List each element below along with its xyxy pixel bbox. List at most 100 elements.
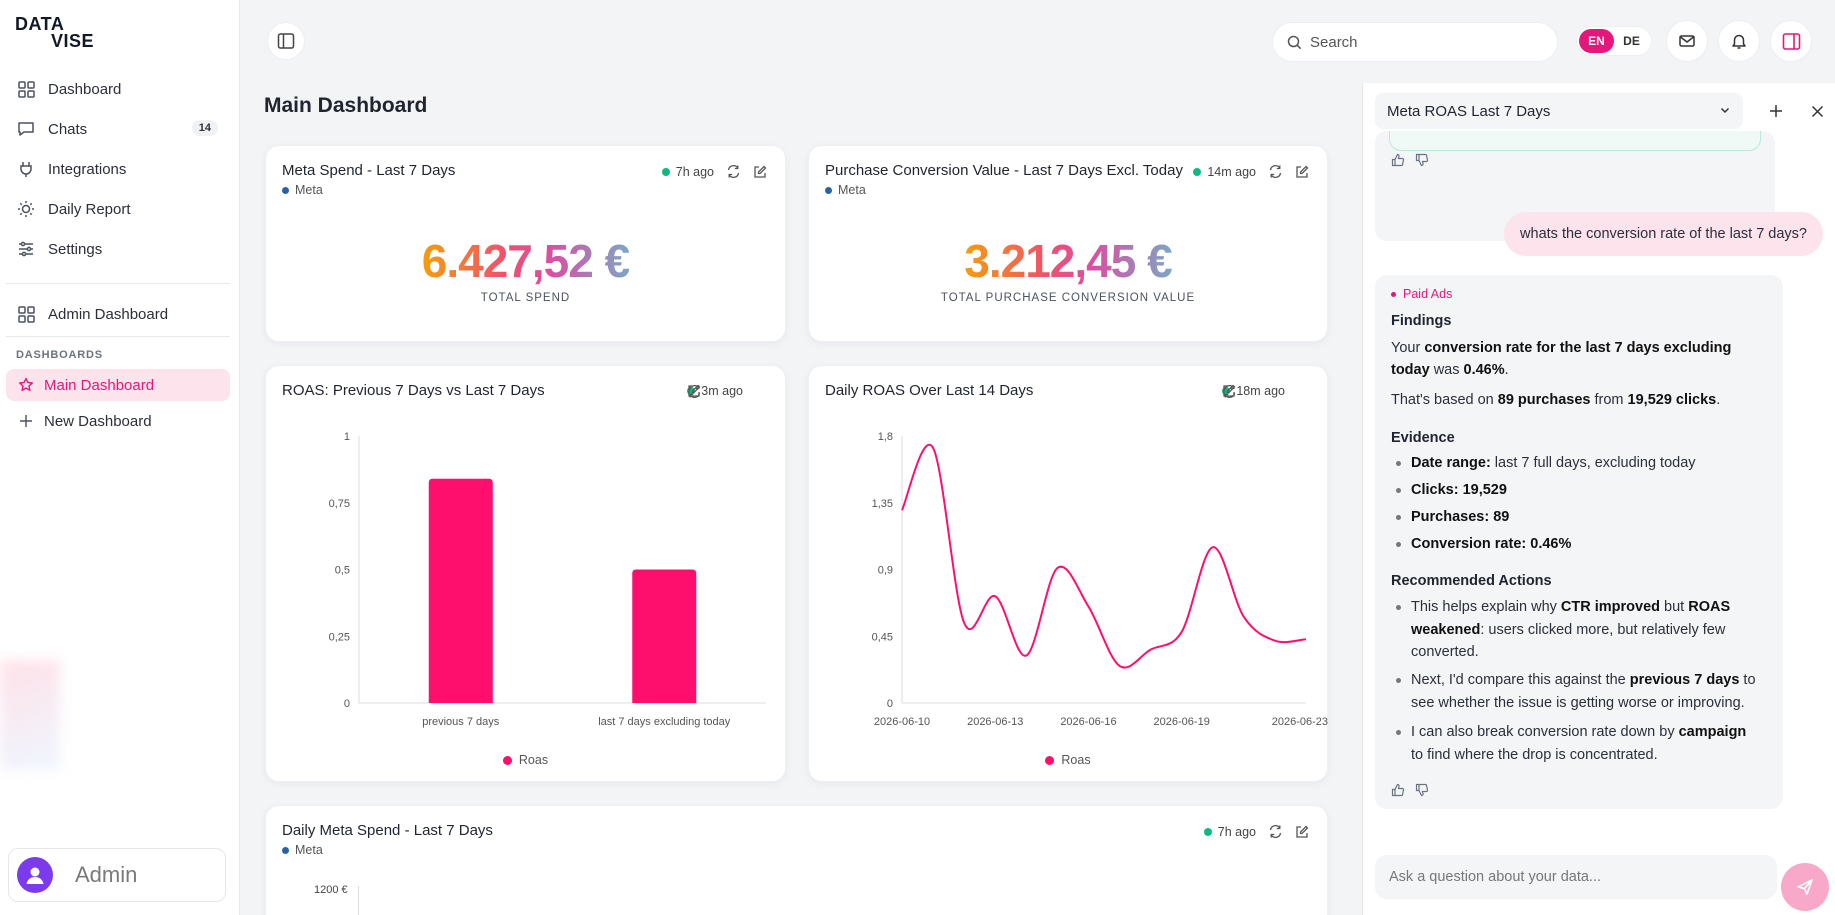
sidebar-item-label: Dashboard (48, 80, 122, 98)
y-tick-label: 0,45 (872, 631, 893, 643)
y-tick-label: 1200 € (314, 884, 348, 896)
sidebar-item-daily-report[interactable]: Daily Report (6, 193, 230, 225)
y-tick-label: 0,25 (329, 631, 350, 643)
y-tick-label: 0,9 (878, 565, 893, 577)
edit-icon[interactable] (753, 165, 767, 179)
refresh-icon[interactable] (1268, 824, 1283, 839)
chart-card-daily-roas: 0 0,45 0,9 1,35 1,8 2026-06-10 2026-06-13 2026-… (808, 365, 1328, 782)
x-tick-label: 2026-06-19 (1154, 716, 1210, 728)
brand-line-1: DATA (15, 14, 65, 34)
card-meta: 3m ago (687, 384, 767, 398)
sidebar-item-label: New Dashboard (44, 412, 152, 430)
card-source: Meta (825, 183, 866, 197)
mail-icon (1679, 35, 1695, 47)
search-box[interactable] (1272, 22, 1558, 62)
live-status-dot (1222, 387, 1231, 395)
x-tick-label: 2026-06-16 (1060, 716, 1116, 728)
send-button[interactable] (1781, 863, 1829, 911)
user-menu[interactable]: Admin (8, 848, 226, 902)
chat-input-box[interactable] (1375, 855, 1777, 899)
close-panel-button[interactable] (1807, 101, 1827, 121)
brand-logo[interactable]: DATA VISE (15, 14, 95, 51)
messages-button[interactable] (1666, 20, 1708, 62)
sidebar: DATA VISE Dashboard Chats 14 Integration… (0, 0, 240, 915)
sidebar-item-settings[interactable]: Settings (6, 233, 230, 265)
updated-time: 3m ago (701, 384, 743, 398)
sidebar-icon (277, 33, 295, 49)
message-feedback (1391, 153, 1429, 167)
lang-en-option[interactable]: EN (1579, 29, 1614, 53)
previous-message-callout (1389, 131, 1761, 151)
card-source: Meta (282, 843, 323, 857)
chat-input[interactable] (1389, 869, 1759, 885)
updated-time: 14m ago (1207, 164, 1256, 179)
sidebar-item-admin-dashboard[interactable]: Admin Dashboard (6, 298, 230, 330)
meta-source-dot (282, 186, 289, 194)
user-name: Admin (75, 862, 138, 887)
evidence-heading: Evidence (1391, 430, 1455, 446)
y-tick-label: 0 (344, 698, 350, 710)
roas-bar-chart: 0 0,25 0,5 0,75 1 previous 7 days last 7 days … (329, 431, 766, 728)
chat-panel-toggle-button[interactable] (1770, 20, 1812, 62)
search-input[interactable] (1310, 33, 1530, 51)
bar-2 (632, 569, 697, 703)
sidebar-item-dashboard[interactable]: Dashboard (6, 73, 230, 105)
chart-legend[interactable]: Roas (266, 753, 785, 767)
card-title: Daily ROAS Over Last 14 Days (825, 382, 1034, 399)
y-tick-label: 1,35 (872, 498, 893, 510)
card-title: ROAS: Previous 7 Days vs Last 7 Days (282, 382, 545, 399)
kpi-label: TOTAL PURCHASE CONVERSION VALUE (940, 292, 1196, 304)
y-tick-label: 0,75 (329, 498, 350, 510)
topic-tag: Paid Ads (1391, 287, 1452, 301)
x-tick-label: 2026-06-13 (967, 716, 1023, 728)
roas-line-chart: 0 0,45 0,9 1,35 1,8 2026-06-10 2026-06-13 2026-… (872, 431, 1328, 728)
x-tick-label: 2026-06-10 (874, 716, 930, 728)
meta-source-dot (825, 186, 832, 194)
panel-right-icon (1782, 32, 1800, 50)
meta-source-dot (282, 846, 289, 854)
lang-de-option[interactable]: DE (1623, 34, 1640, 48)
tag-label: Paid Ads (1403, 287, 1453, 301)
grid-icon (16, 304, 36, 324)
source-label: Meta (838, 183, 866, 197)
new-dashboard-button[interactable]: New Dashboard (6, 405, 230, 437)
thumbs-up-icon[interactable] (1391, 783, 1405, 797)
new-chat-button[interactable] (1766, 101, 1786, 121)
star-icon (16, 375, 36, 395)
kpi-value: 6.427,52 € (421, 235, 630, 287)
chat-thread-select[interactable]: Meta ROAS Last 7 Days (1375, 93, 1743, 129)
thumbs-up-icon[interactable] (1391, 153, 1405, 167)
tag-dot (1391, 291, 1396, 297)
actions-heading: Recommended Actions (1391, 573, 1552, 589)
notifications-button[interactable] (1718, 20, 1760, 62)
y-tick-label: 1 (344, 431, 350, 443)
sidebar-item-integrations[interactable]: Integrations (6, 153, 230, 185)
card-meta: 7h ago (1203, 824, 1309, 839)
page-title: Main Dashboard (264, 94, 428, 117)
sidebar-item-label: Integrations (48, 160, 127, 178)
brand-line-2: VISE (51, 31, 95, 51)
refresh-icon[interactable] (1268, 164, 1283, 179)
sidebar-toggle-button[interactable] (267, 22, 305, 60)
thumbs-down-icon[interactable] (1415, 153, 1429, 167)
chart-card-roas-compare: 0 0,25 0,5 0,75 1 previous 7 days last 7 days … (265, 365, 786, 782)
y-tick-label: 0,5 (335, 565, 350, 577)
chat-panel: Meta ROAS Last 7 Days whats the conversi… (1362, 83, 1835, 915)
search-icon (1287, 35, 1302, 49)
evidence-item: Purchases: 89 (1396, 506, 1761, 529)
sidebar-item-main-dashboard[interactable]: Main Dashboard (6, 369, 230, 401)
evidence-item: Clicks: 19,529 (1396, 479, 1761, 502)
sidebar-item-chats[interactable]: Chats 14 (6, 113, 230, 145)
plus-icon (1770, 105, 1782, 117)
language-toggle[interactable]: EN DE (1576, 26, 1652, 56)
chevron-down-icon (1720, 107, 1730, 114)
thumbs-down-icon[interactable] (1415, 783, 1429, 797)
chart-legend[interactable]: Roas (809, 753, 1327, 767)
updated-time: 7h ago (675, 164, 714, 179)
refresh-icon[interactable] (726, 164, 741, 179)
kpi-value: 3.212,45 € (964, 235, 1172, 287)
edit-icon[interactable] (1295, 165, 1309, 179)
kpi-card-meta-spend: Meta Spend - Last 7 Days Meta 7h ago 6.4… (265, 145, 786, 342)
edit-icon[interactable] (1295, 825, 1309, 839)
finding-paragraph: Your conversion rate for the last 7 days… (1391, 340, 1732, 378)
